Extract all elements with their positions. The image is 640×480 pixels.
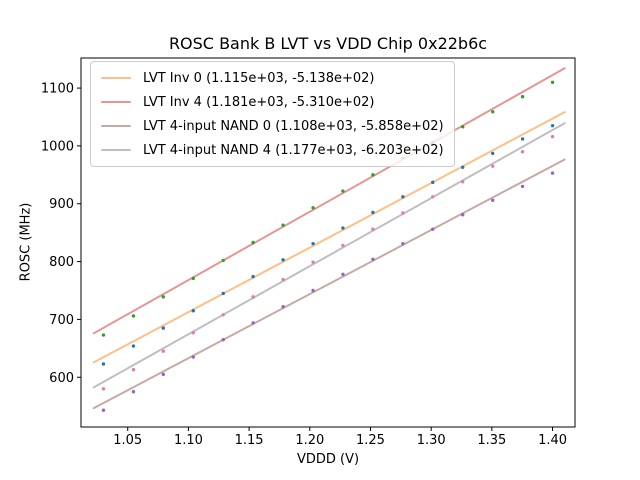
data-point-s0-11 bbox=[431, 180, 435, 185]
data-point-s3-4 bbox=[221, 313, 225, 317]
data-point-s3-13 bbox=[491, 164, 495, 168]
data-point-s2-9 bbox=[371, 257, 375, 261]
x-tick-label: 1.35 bbox=[477, 433, 506, 448]
data-point-s0-6 bbox=[281, 258, 285, 262]
data-point-s0-2 bbox=[161, 326, 165, 330]
data-point-s0-4 bbox=[221, 291, 225, 296]
data-point-s1-0 bbox=[101, 333, 106, 337]
data-point-s0-15 bbox=[550, 123, 555, 128]
data-point-s1-14 bbox=[520, 95, 525, 99]
data-point-s2-11 bbox=[431, 227, 435, 231]
data-point-s0-8 bbox=[341, 226, 345, 230]
data-point-s1-7 bbox=[311, 206, 315, 210]
data-point-s2-10 bbox=[401, 241, 405, 246]
data-point-s3-0 bbox=[101, 387, 106, 391]
data-point-s2-4 bbox=[221, 337, 225, 342]
data-point-s1-2 bbox=[161, 295, 165, 299]
x-tick-label: 1.10 bbox=[174, 433, 203, 448]
data-point-s0-1 bbox=[131, 344, 136, 348]
x-tick-label: 1.15 bbox=[235, 433, 264, 448]
data-point-s3-7 bbox=[311, 260, 315, 264]
data-point-s0-5 bbox=[251, 274, 255, 279]
data-point-s2-2 bbox=[161, 372, 165, 377]
legend-line-swatch-icon bbox=[101, 124, 131, 128]
data-point-s3-9 bbox=[371, 227, 375, 231]
data-point-s0-3 bbox=[191, 309, 195, 313]
data-point-s0-14 bbox=[520, 137, 525, 141]
legend-item-lvt-nand-4: LVT 4-input NAND 4 (1.177e+03, -6.203e+0… bbox=[101, 138, 444, 162]
data-point-s1-12 bbox=[461, 125, 465, 129]
data-point-s0-7 bbox=[311, 241, 315, 246]
data-point-s0-9 bbox=[371, 210, 375, 215]
data-point-s1-5 bbox=[251, 240, 255, 245]
x-tick-label: 1.30 bbox=[417, 433, 446, 448]
data-point-s3-11 bbox=[431, 195, 435, 199]
data-point-s3-10 bbox=[401, 211, 405, 215]
data-point-s2-0 bbox=[101, 408, 106, 412]
y-axis-label: ROSC (MHz) bbox=[18, 202, 34, 282]
fit-line-2 bbox=[92, 158, 566, 410]
data-point-s1-1 bbox=[131, 314, 136, 318]
legend-line-swatch-icon bbox=[101, 148, 131, 152]
x-tick-label: 1.05 bbox=[113, 433, 142, 448]
data-point-s2-5 bbox=[251, 321, 255, 325]
data-point-s2-1 bbox=[131, 390, 136, 394]
y-tick-label: 900 bbox=[49, 197, 74, 212]
data-point-s3-2 bbox=[161, 349, 165, 353]
legend-label: LVT Inv 0 (1.115e+03, -5.138e+02) bbox=[143, 70, 375, 86]
data-point-s3-6 bbox=[281, 277, 285, 282]
x-tick-label: 1.40 bbox=[538, 433, 567, 448]
data-point-s0-12 bbox=[461, 165, 465, 170]
data-point-s0-13 bbox=[491, 151, 495, 156]
fit-line-1 bbox=[92, 67, 566, 335]
x-tick-label: 1.20 bbox=[295, 433, 324, 448]
data-point-s3-14 bbox=[520, 149, 525, 154]
y-tick-label: 600 bbox=[49, 371, 74, 386]
data-point-s1-8 bbox=[341, 189, 345, 193]
legend-line-swatch-icon bbox=[101, 100, 131, 104]
data-point-s0-10 bbox=[401, 195, 405, 199]
data-point-s0-0 bbox=[101, 362, 106, 366]
legend-item-lvt-inv-0: LVT Inv 0 (1.115e+03, -5.138e+02) bbox=[101, 66, 444, 90]
data-point-s3-3 bbox=[191, 331, 195, 335]
fit-line-3 bbox=[92, 122, 566, 389]
y-tick-label: 800 bbox=[49, 255, 74, 270]
legend-line-swatch-icon bbox=[101, 76, 131, 80]
data-point-s1-15 bbox=[550, 80, 555, 84]
data-point-s2-15 bbox=[550, 171, 555, 175]
data-point-s3-12 bbox=[461, 180, 465, 184]
data-point-s1-13 bbox=[491, 110, 495, 114]
data-point-s2-8 bbox=[341, 272, 345, 277]
data-point-s3-1 bbox=[131, 368, 136, 372]
data-point-s3-15 bbox=[550, 134, 555, 139]
data-point-s2-12 bbox=[461, 213, 465, 217]
axes-frame bbox=[80, 57, 576, 428]
data-point-s1-6 bbox=[281, 223, 285, 227]
x-tick-label: 1.25 bbox=[356, 433, 385, 448]
legend-label: LVT 4-input NAND 4 (1.177e+03, -6.203e+0… bbox=[143, 142, 444, 158]
data-point-s2-7 bbox=[311, 288, 315, 293]
data-point-s2-14 bbox=[520, 184, 525, 189]
data-point-s2-6 bbox=[281, 304, 285, 309]
data-point-s2-13 bbox=[491, 198, 495, 202]
data-point-s1-3 bbox=[191, 276, 195, 281]
data-point-s1-9 bbox=[371, 173, 375, 177]
y-tick-label: 700 bbox=[49, 313, 74, 328]
legend-item-lvt-inv-4: LVT Inv 4 (1.181e+03, -5.310e+02) bbox=[101, 90, 444, 114]
legend-label: LVT Inv 4 (1.181e+03, -5.310e+02) bbox=[143, 94, 375, 110]
data-point-s3-8 bbox=[341, 243, 345, 248]
chart-title: ROSC Bank B LVT vs VDD Chip 0x22b6c bbox=[168, 34, 488, 53]
y-tick-label: 1000 bbox=[41, 139, 74, 154]
y-tick-label: 1100 bbox=[41, 82, 74, 97]
x-axis-label: VDDD (V) bbox=[296, 452, 360, 467]
legend-label: LVT 4-input NAND 0 (1.108e+03, -5.858e+0… bbox=[143, 118, 444, 134]
data-point-s1-4 bbox=[221, 258, 225, 263]
legend-item-lvt-nand-0: LVT 4-input NAND 0 (1.108e+03, -5.858e+0… bbox=[101, 114, 444, 138]
data-point-s3-5 bbox=[251, 295, 255, 299]
fit-line-0 bbox=[92, 111, 566, 364]
data-point-s2-3 bbox=[191, 355, 195, 359]
legend: LVT Inv 0 (1.115e+03, -5.138e+02) LVT In… bbox=[90, 61, 455, 167]
